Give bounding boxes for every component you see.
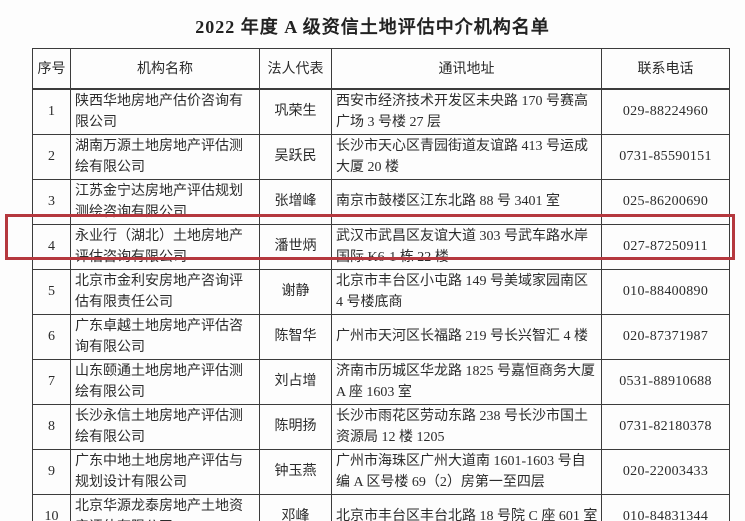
seq-cell: 6 [32,313,71,360]
seq-cell: 1 [32,88,71,135]
rep-cell: 刘占增 [259,358,332,405]
address-cell: 济南市历城区华龙路 1825 号嘉恒商务大厦 A 座 1603 室 [331,358,602,405]
phone-cell: 0731-82180378 [601,403,730,450]
name-cell: 北京华源龙泰房地产土地资产评估有限公司 [70,493,260,521]
table-row: 10 北京华源龙泰房地产土地资产评估有限公司 邓峰 北京市丰台区丰台北路 18 … [32,493,730,521]
table-row: 9 广东中地土地房地产评估与规划设计有限公司 钟玉燕 广州市海珠区广州大道南 1… [32,448,730,495]
rep-cell: 陈明扬 [259,403,332,450]
address-cell: 南京市鼓楼区江东北路 88 号 3401 室 [331,178,602,225]
rep-cell: 谢静 [259,268,332,315]
phone-cell: 020-22003433 [601,448,730,495]
seq-cell: 3 [32,178,71,225]
phone-cell: 0731-85590151 [601,133,730,180]
column-header-rep: 法人代表 [259,48,332,90]
table-row: 7 山东颐通土地房地产评估测绘有限公司 刘占增 济南市历城区华龙路 1825 号… [32,358,730,405]
rep-cell: 张增峰 [259,178,332,225]
phone-cell: 0531-88910688 [601,358,730,405]
phone-cell: 027-87250911 [601,223,730,270]
column-header-name: 机构名称 [70,48,260,90]
name-cell: 长沙永信土地房地产评估测绘有限公司 [70,403,260,450]
seq-cell: 7 [32,358,71,405]
seq-cell: 4 [32,223,71,270]
name-cell: 广东中地土地房地产评估与规划设计有限公司 [70,448,260,495]
address-cell: 北京市丰台区小屯路 149 号美域家园南区 4 号楼底商 [331,268,602,315]
rep-cell: 巩荣生 [259,88,332,135]
name-cell: 北京市金利安房地产咨询评估有限责任公司 [70,268,260,315]
column-header-phone: 联系电话 [601,48,730,90]
address-cell: 长沙市天心区青园街道友谊路 413 号运成大厦 20 楼 [331,133,602,180]
seq-cell: 2 [32,133,71,180]
name-cell: 江苏金宁达房地产评估规划测绘咨询有限公司 [70,178,260,225]
address-cell: 北京市丰台区丰台北路 18 号院 C 座 601 室 [331,493,602,521]
rep-cell: 邓峰 [259,493,332,521]
rep-cell: 吴跃民 [259,133,332,180]
name-cell: 山东颐通土地房地产评估测绘有限公司 [70,358,260,405]
rep-cell: 陈智华 [259,313,332,360]
name-cell: 湖南万源土地房地产评估测绘有限公司 [70,133,260,180]
table-row: 4 永业行（湖北）土地房地产评估咨询有限公司 潘世炳 武汉市武昌区友谊大道 30… [32,223,730,270]
table-row: 1 陕西华地房地产估价咨询有限公司 巩荣生 西安市经济技术开发区未央路 170 … [32,88,730,135]
table-row: 6 广东卓越土地房地产评估咨询有限公司 陈智华 广州市天河区长福路 219 号长… [32,313,730,360]
address-cell: 西安市经济技术开发区未央路 170 号赛高广场 3 号楼 27 层 [331,88,602,135]
column-header-seq: 序号 [32,48,71,90]
column-header-address: 通讯地址 [331,48,602,90]
name-cell: 永业行（湖北）土地房地产评估咨询有限公司 [70,223,260,270]
address-cell: 广州市天河区长福路 219 号长兴智汇 4 楼 [331,313,602,360]
seq-cell: 8 [32,403,71,450]
table-body: 1 陕西华地房地产估价咨询有限公司 巩荣生 西安市经济技术开发区未央路 170 … [32,88,730,521]
table-row: 3 江苏金宁达房地产评估规划测绘咨询有限公司 张增峰 南京市鼓楼区江东北路 88… [32,178,730,225]
table-header-row: 序号 机构名称 法人代表 通讯地址 联系电话 [32,48,730,90]
rep-cell: 钟玉燕 [259,448,332,495]
address-cell: 广州市海珠区广州大道南 1601-1603 号自编 A 区号楼 69（2）房第一… [331,448,602,495]
seq-cell: 5 [32,268,71,315]
seq-cell: 9 [32,448,71,495]
agency-table: 序号 机构名称 法人代表 通讯地址 联系电话 1 陕西华地房地产估价咨询有限公司… [32,48,730,521]
seq-cell: 10 [32,493,71,521]
table-row: 8 长沙永信土地房地产评估测绘有限公司 陈明扬 长沙市雨花区劳动东路 238 号… [32,403,730,450]
name-cell: 陕西华地房地产估价咨询有限公司 [70,88,260,135]
phone-cell: 020-87371987 [601,313,730,360]
phone-cell: 010-88400890 [601,268,730,315]
name-cell: 广东卓越土地房地产评估咨询有限公司 [70,313,260,360]
phone-cell: 010-84831344 [601,493,730,521]
address-cell: 长沙市雨花区劳动东路 238 号长沙市国土资源局 12 楼 1205 [331,403,602,450]
page-title: 2022 年度 A 级资信土地评估中介机构名单 [195,17,550,37]
table-row: 2 湖南万源土地房地产评估测绘有限公司 吴跃民 长沙市天心区青园街道友谊路 41… [32,133,730,180]
phone-cell: 025-86200690 [601,178,730,225]
rep-cell: 潘世炳 [259,223,332,270]
table-row: 5 北京市金利安房地产咨询评估有限责任公司 谢静 北京市丰台区小屯路 149 号… [32,268,730,315]
address-cell: 武汉市武昌区友谊大道 303 号武车路水岸国际 K6-1 栋 22 楼 [331,223,602,270]
phone-cell: 029-88224960 [601,88,730,135]
